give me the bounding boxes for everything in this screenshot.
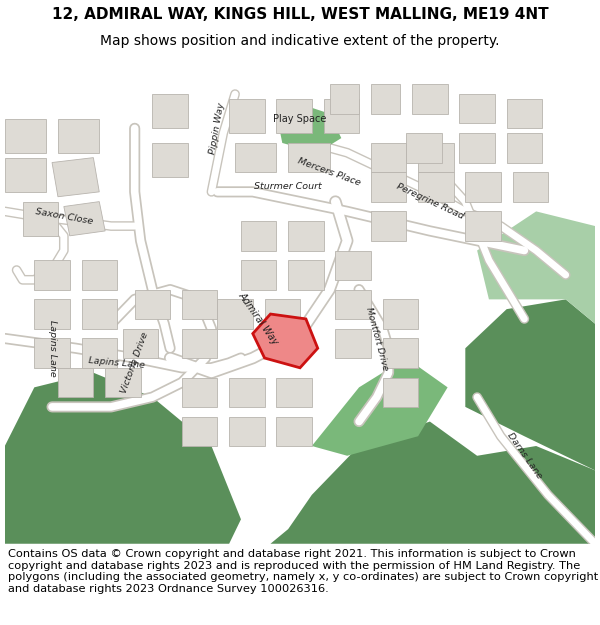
Polygon shape bbox=[466, 211, 501, 241]
Text: Saxon Close: Saxon Close bbox=[34, 207, 94, 226]
Polygon shape bbox=[217, 299, 253, 329]
Polygon shape bbox=[277, 417, 312, 446]
Polygon shape bbox=[383, 378, 418, 407]
Polygon shape bbox=[241, 260, 277, 289]
Polygon shape bbox=[253, 314, 318, 368]
Polygon shape bbox=[383, 299, 418, 329]
Polygon shape bbox=[335, 251, 371, 280]
Text: Lapins Lane: Lapins Lane bbox=[47, 320, 56, 377]
Polygon shape bbox=[312, 358, 448, 456]
Polygon shape bbox=[235, 143, 277, 172]
Text: Victoria Drive: Victoria Drive bbox=[119, 331, 150, 395]
Text: Montfort Drive: Montfort Drive bbox=[364, 306, 389, 371]
Polygon shape bbox=[34, 260, 70, 289]
Polygon shape bbox=[229, 378, 265, 407]
Polygon shape bbox=[477, 211, 595, 324]
Text: Contains OS data © Crown copyright and database right 2021. This information is : Contains OS data © Crown copyright and d… bbox=[8, 549, 598, 594]
Polygon shape bbox=[34, 339, 70, 367]
Text: Peregrine Road: Peregrine Road bbox=[395, 182, 465, 221]
Polygon shape bbox=[58, 119, 99, 152]
Polygon shape bbox=[134, 289, 170, 319]
Polygon shape bbox=[406, 133, 442, 162]
Polygon shape bbox=[466, 173, 501, 202]
Polygon shape bbox=[418, 143, 454, 172]
Polygon shape bbox=[288, 143, 329, 172]
Text: 12, ADMIRAL WAY, KINGS HILL, WEST MALLING, ME19 4NT: 12, ADMIRAL WAY, KINGS HILL, WEST MALLIN… bbox=[52, 8, 548, 22]
Polygon shape bbox=[335, 289, 371, 319]
Polygon shape bbox=[371, 143, 406, 172]
Polygon shape bbox=[271, 421, 595, 544]
Text: Lapins Lane: Lapins Lane bbox=[88, 356, 146, 370]
Text: Play Space: Play Space bbox=[274, 114, 326, 124]
Polygon shape bbox=[277, 378, 312, 407]
Polygon shape bbox=[335, 329, 371, 358]
Text: Mercers Place: Mercers Place bbox=[297, 157, 362, 188]
Polygon shape bbox=[506, 133, 542, 162]
Polygon shape bbox=[229, 99, 265, 133]
Polygon shape bbox=[383, 339, 418, 367]
Polygon shape bbox=[64, 202, 105, 236]
Polygon shape bbox=[241, 221, 277, 251]
Polygon shape bbox=[506, 99, 542, 128]
Polygon shape bbox=[460, 94, 495, 123]
Polygon shape bbox=[123, 329, 158, 358]
Polygon shape bbox=[5, 119, 46, 152]
Polygon shape bbox=[82, 339, 117, 367]
Polygon shape bbox=[82, 260, 117, 289]
Polygon shape bbox=[460, 133, 495, 162]
Polygon shape bbox=[371, 173, 406, 202]
Polygon shape bbox=[52, 158, 99, 197]
Text: Sturmer Court: Sturmer Court bbox=[254, 182, 322, 191]
Polygon shape bbox=[82, 299, 117, 329]
Polygon shape bbox=[288, 221, 323, 251]
Polygon shape bbox=[277, 99, 312, 133]
Polygon shape bbox=[412, 84, 448, 114]
Polygon shape bbox=[182, 289, 217, 319]
Polygon shape bbox=[58, 368, 94, 397]
Polygon shape bbox=[418, 173, 454, 202]
Polygon shape bbox=[23, 202, 58, 236]
Polygon shape bbox=[371, 84, 400, 114]
Polygon shape bbox=[152, 143, 188, 177]
Polygon shape bbox=[152, 94, 188, 128]
Polygon shape bbox=[5, 372, 241, 544]
Polygon shape bbox=[34, 299, 70, 329]
Polygon shape bbox=[288, 260, 323, 289]
Polygon shape bbox=[105, 368, 140, 397]
Polygon shape bbox=[265, 299, 300, 329]
Text: Darns Lane: Darns Lane bbox=[505, 431, 544, 481]
Polygon shape bbox=[277, 104, 341, 152]
Text: Admiral Way: Admiral Way bbox=[237, 291, 281, 347]
Polygon shape bbox=[182, 417, 217, 446]
Polygon shape bbox=[512, 173, 548, 202]
Text: Pippin Way: Pippin Way bbox=[208, 102, 226, 155]
Polygon shape bbox=[323, 99, 359, 133]
Polygon shape bbox=[229, 417, 265, 446]
Polygon shape bbox=[329, 84, 359, 114]
Polygon shape bbox=[371, 211, 406, 241]
Text: Map shows position and indicative extent of the property.: Map shows position and indicative extent… bbox=[100, 34, 500, 48]
Polygon shape bbox=[182, 378, 217, 407]
Polygon shape bbox=[5, 158, 46, 192]
Polygon shape bbox=[182, 329, 217, 358]
Polygon shape bbox=[466, 299, 595, 471]
